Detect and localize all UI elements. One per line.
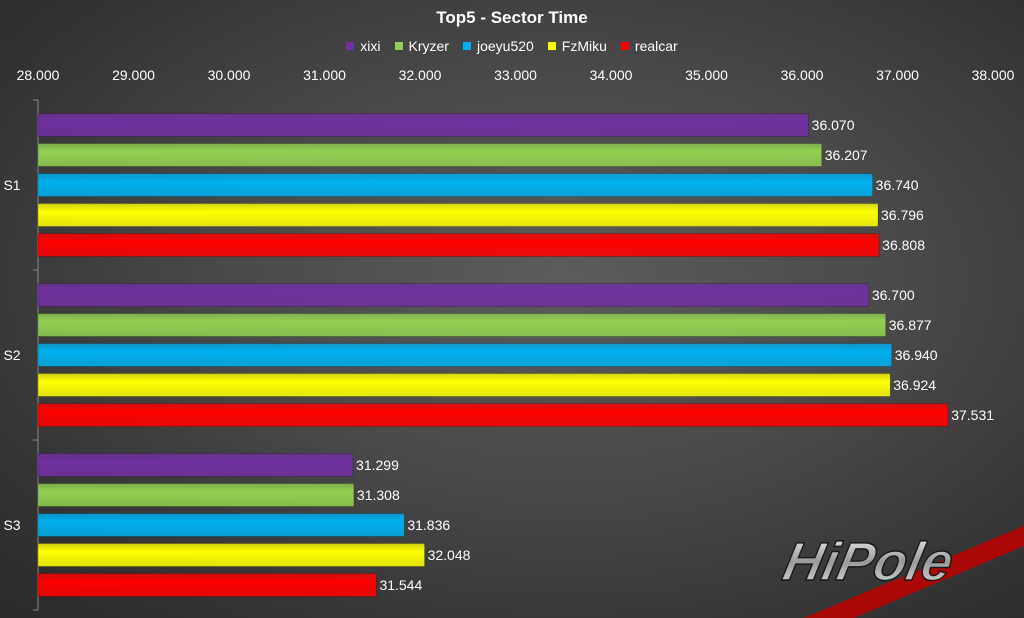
legend-item-xixi: xixi: [346, 38, 381, 54]
legend-swatch: [620, 42, 629, 50]
legend-label: joeyu520: [476, 38, 534, 54]
bar-kryzer-s3: [37, 483, 355, 507]
legend-item-joeyu520: joeyu520: [462, 38, 534, 54]
bar-xixi-s2: [37, 283, 870, 307]
bar-xixi-s3: [37, 453, 354, 477]
bar-joeyu520-s3: [37, 513, 405, 537]
data-label: 31.308: [357, 487, 400, 503]
data-label: 36.740: [876, 177, 919, 193]
data-label: 32.048: [428, 547, 471, 563]
x-tick-label: 29.000: [112, 67, 155, 83]
data-label: 36.796: [881, 207, 924, 223]
legend-label: FzMiku: [561, 38, 607, 54]
x-tick-label: 30.000: [208, 67, 251, 83]
bar-joeyu520-s1: [37, 173, 873, 197]
data-label: 36.940: [895, 347, 938, 363]
data-label: 37.531: [951, 407, 994, 423]
x-tick-label: 35.000: [685, 67, 728, 83]
legend-item-fzmiku: FzMiku: [547, 38, 607, 54]
bar-kryzer-s2: [37, 313, 887, 337]
category-label-s1: S1: [3, 177, 20, 193]
data-label: 36.207: [825, 147, 868, 163]
x-tick-label: 33.000: [494, 67, 537, 83]
legend-swatch: [462, 42, 471, 50]
chart-title: Top5 - Sector Time: [436, 8, 588, 27]
x-tick-label: 31.000: [303, 67, 346, 83]
legend-item-kryzer: Kryzer: [394, 38, 449, 54]
bar-realcar-s3: [37, 573, 377, 597]
x-tick-label: 28.000: [17, 67, 60, 83]
bar-kryzer-s1: [37, 143, 823, 167]
x-tick-label: 36.000: [781, 67, 824, 83]
bar-fzmiku-s1: [37, 203, 879, 227]
bar-realcar-s2: [37, 403, 949, 427]
legend-label: realcar: [634, 38, 678, 54]
legend-label: Kryzer: [408, 38, 449, 54]
category-label-s3: S3: [3, 517, 20, 533]
bar-fzmiku-s2: [37, 373, 891, 397]
x-tick-label: 37.000: [876, 67, 919, 83]
data-label: 36.700: [872, 287, 915, 303]
legend-swatch: [547, 42, 556, 50]
category-label-s2: S2: [3, 347, 20, 363]
data-label: 36.808: [882, 237, 925, 253]
x-tick-label: 38.000: [972, 67, 1015, 83]
data-label: 36.924: [893, 377, 936, 393]
bar-fzmiku-s3: [37, 543, 425, 567]
legend-swatch: [346, 42, 355, 50]
legend-swatch: [394, 42, 403, 50]
data-label: 36.877: [889, 317, 932, 333]
x-tick-label: 34.000: [590, 67, 633, 83]
bar-xixi-s1: [37, 113, 809, 137]
legend-item-realcar: realcar: [620, 38, 678, 54]
data-label: 31.836: [407, 517, 450, 533]
legend-label: xixi: [360, 38, 381, 54]
bar-joeyu520-s2: [37, 343, 893, 367]
data-label: 31.544: [379, 577, 422, 593]
bar-realcar-s1: [37, 233, 880, 257]
legend: xixi Kryzer joeyu520 FzMiku realcar: [0, 38, 1024, 54]
x-tick-label: 32.000: [399, 67, 442, 83]
data-label: 36.070: [812, 117, 855, 133]
data-label: 31.299: [356, 457, 399, 473]
